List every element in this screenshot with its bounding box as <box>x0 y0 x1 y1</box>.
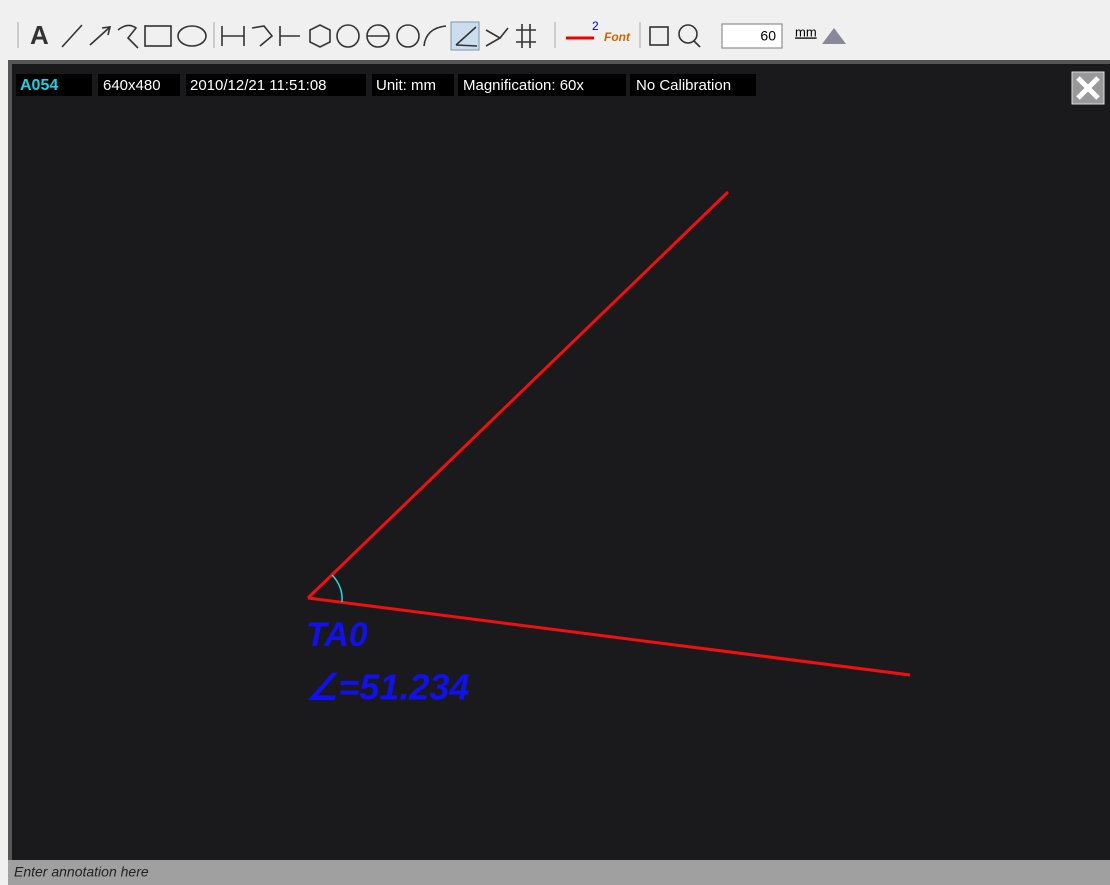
arc-tool[interactable] <box>423 25 447 47</box>
info-box <box>630 74 756 96</box>
datetime: 2010/12/21 11:51:08 <box>190 77 327 94</box>
angle-4pt-tool[interactable] <box>485 27 509 47</box>
info-bar: A054 640x480 2010/12/21 11:51:08 Unit: m… <box>16 74 756 96</box>
unit: Unit: mm <box>376 77 436 94</box>
distance-tool[interactable] <box>221 26 245 46</box>
polyline-tool[interactable] <box>117 24 139 49</box>
polygon-tool[interactable] <box>309 24 331 48</box>
circle-tool[interactable] <box>336 24 360 48</box>
unit-button[interactable]: mm <box>795 24 817 39</box>
magnification-value[interactable]: 60 <box>760 28 776 44</box>
info-box <box>458 74 626 96</box>
info-box <box>16 74 92 96</box>
text-tool[interactable]: A <box>30 20 49 50</box>
measurement-label: TA0 <box>306 616 368 654</box>
rect-tool[interactable] <box>144 25 172 47</box>
calibration-button[interactable] <box>822 28 846 44</box>
measurement-value: ∠=51.234 <box>306 667 469 708</box>
image-id: A054 <box>20 77 58 94</box>
close-button[interactable] <box>1071 71 1105 105</box>
angle-arm <box>306 190 730 600</box>
info-box <box>372 74 454 96</box>
arrow-tool[interactable] <box>89 26 112 46</box>
zoom-handle <box>693 40 701 48</box>
angle-icon <box>455 26 478 47</box>
circle-3pt-tool[interactable] <box>396 24 420 48</box>
ellipse-tool[interactable] <box>177 25 207 47</box>
perpendicular-tool[interactable] <box>279 26 300 46</box>
font-button[interactable]: Font <box>604 30 631 44</box>
angle-arm <box>307 596 911 677</box>
image-view <box>12 64 1110 860</box>
table-tool[interactable] <box>649 26 669 46</box>
angle-arc <box>331 574 343 603</box>
toolbar-buttons[interactable]: A 2 Font 60 mm <box>17 19 846 51</box>
zoom-tool[interactable] <box>678 24 698 44</box>
info-box <box>186 74 366 96</box>
grid-tool[interactable] <box>516 24 536 48</box>
polyline-distance-tool[interactable] <box>251 25 274 47</box>
annotation-bar[interactable] <box>8 860 1110 885</box>
angle-measurement: TA0 ∠=51.234 <box>306 190 911 708</box>
resolution: 640x480 <box>103 77 161 94</box>
magnification-input[interactable] <box>721 23 783 49</box>
magnification: Magnification: 60x <box>463 77 584 94</box>
annotation-placeholder[interactable]: Enter annotation here <box>14 864 149 880</box>
line-tool[interactable] <box>61 24 83 48</box>
close-icon <box>1076 76 1100 100</box>
line-width[interactable]: 2 <box>592 19 599 33</box>
calibration: No Calibration <box>636 77 731 94</box>
info-box <box>98 74 180 96</box>
